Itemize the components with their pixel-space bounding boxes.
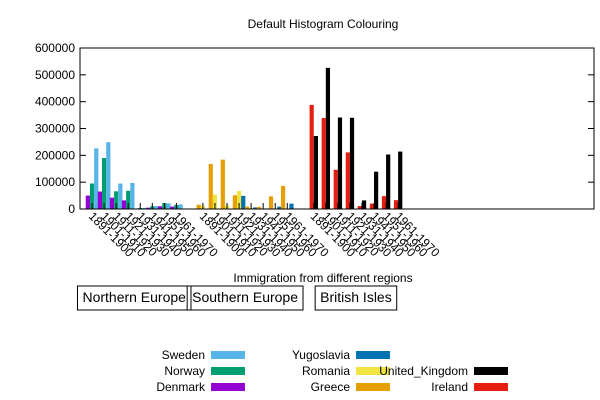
bar-yugoslavia <box>289 203 294 209</box>
bar-sweden <box>166 203 171 209</box>
bar-sweden <box>118 183 123 209</box>
group-label: Northern Europe <box>82 289 186 305</box>
bar-denmark <box>146 207 151 209</box>
bar-sweden <box>154 206 159 209</box>
y-tick-label: 300000 <box>35 122 75 136</box>
y-tick-label: 200000 <box>35 148 75 162</box>
bar-norway <box>102 158 107 209</box>
legend: Sweden Norway Denmark Yugoslavia Romania Gree… <box>156 348 508 394</box>
bar-greece <box>244 206 250 209</box>
bar-united-kingdom <box>337 117 343 209</box>
bar-sweden <box>130 182 135 209</box>
bar-united-kingdom <box>325 67 331 210</box>
bar-greece <box>232 195 237 209</box>
plot-frame <box>79 47 595 210</box>
legend-swatch-united-kingdom <box>474 367 508 375</box>
bar-norway <box>89 183 95 209</box>
bar-romania <box>212 194 218 209</box>
bar-ireland <box>309 104 314 209</box>
group-label: Southern Europe <box>192 289 298 305</box>
y-tick-label: 400000 <box>35 95 75 109</box>
legend-label: Romania <box>302 364 350 378</box>
bar-ireland <box>321 118 326 209</box>
bar-ireland <box>333 169 338 209</box>
bar-denmark <box>158 206 163 209</box>
legend-label: Norway <box>164 364 205 378</box>
bar-yugoslavia <box>253 207 258 209</box>
y-tick-label: 0 <box>68 202 75 216</box>
x-axis: 1891-19001901-19101911-19201921-19301931… <box>86 203 443 260</box>
legend-label: Greece <box>311 380 351 394</box>
bar-united-kingdom <box>398 151 403 209</box>
legend-swatch-yugoslavia <box>356 351 390 359</box>
legend-swatch-romania <box>356 367 390 375</box>
legend-swatch-greece <box>356 383 390 391</box>
legend-swatch-denmark <box>211 383 245 391</box>
chart-title: Default Histogram Colouring <box>248 17 399 31</box>
bar-united-kingdom <box>361 200 367 209</box>
bar-denmark <box>97 191 102 209</box>
bar-united-kingdom <box>386 154 391 209</box>
legend-label: Sweden <box>162 348 205 362</box>
bar-united-kingdom <box>374 171 379 209</box>
bar-denmark <box>85 195 90 209</box>
bar-norway <box>126 190 131 209</box>
bar-denmark <box>121 200 127 209</box>
bar-denmark <box>170 206 175 209</box>
y-axis: 0 100000 200000 300000 400000 500000 600000 <box>35 41 594 216</box>
bar-denmark <box>109 197 115 209</box>
bar-sweden <box>106 142 111 209</box>
bar-sweden <box>142 207 147 209</box>
bar-yugoslavia <box>277 206 282 209</box>
group-labels: Northern Europe Southern Europe British Is… <box>76 285 398 311</box>
y-tick-label: 600000 <box>35 41 75 55</box>
legend-swatch-norway <box>211 367 245 375</box>
bar-greece <box>280 185 286 209</box>
bar-ireland <box>393 200 399 209</box>
bar-sweden <box>178 204 183 209</box>
bar-united-kingdom <box>313 136 318 209</box>
legend-swatch-sweden <box>211 351 245 359</box>
bar-romania <box>236 191 242 209</box>
bar-ireland <box>369 203 375 209</box>
y-tick-label: 100000 <box>35 175 75 189</box>
y-tick-label: 500000 <box>35 68 75 82</box>
bar-greece <box>220 159 225 209</box>
bar-ireland <box>345 152 350 209</box>
bar-sweden <box>94 148 99 209</box>
bar-greece <box>196 204 201 209</box>
legend-label: United_Kingdom <box>379 364 468 378</box>
group-label-box <box>76 285 192 311</box>
group-label-box <box>314 285 398 311</box>
bar-united-kingdom <box>349 117 355 209</box>
group-label: British Isles <box>320 289 392 305</box>
bar-yugoslavia <box>241 195 246 209</box>
bar-ireland <box>357 206 362 209</box>
bar-greece <box>208 163 213 209</box>
legend-label: Yugoslavia <box>292 348 350 362</box>
legend-swatch-ireland <box>474 383 508 391</box>
group-label-box <box>186 285 304 311</box>
legend-label: Ireland <box>431 380 468 394</box>
bar-ireland <box>381 196 387 209</box>
bar-greece <box>268 196 274 209</box>
bar-greece <box>256 206 262 209</box>
bars-layer <box>85 67 403 210</box>
x-axis-label: Immigration from different regions <box>233 271 412 285</box>
legend-label: Denmark <box>156 380 206 394</box>
bar-norway <box>114 191 119 209</box>
